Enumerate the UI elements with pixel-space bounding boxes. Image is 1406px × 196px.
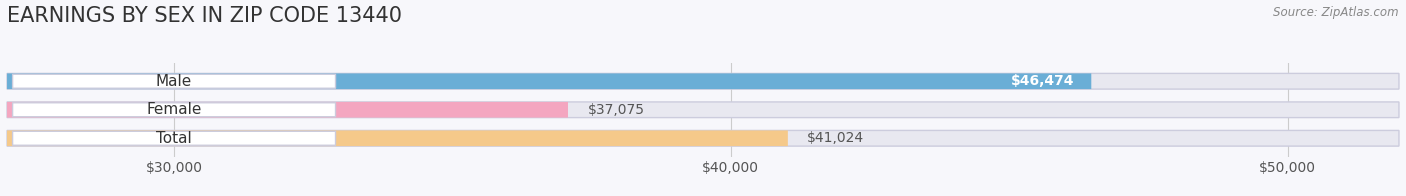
FancyBboxPatch shape (7, 102, 568, 118)
FancyBboxPatch shape (13, 74, 336, 88)
Text: Female: Female (146, 102, 201, 117)
FancyBboxPatch shape (13, 103, 336, 117)
FancyBboxPatch shape (7, 130, 1399, 146)
FancyBboxPatch shape (7, 102, 1399, 118)
Text: EARNINGS BY SEX IN ZIP CODE 13440: EARNINGS BY SEX IN ZIP CODE 13440 (7, 6, 402, 26)
FancyBboxPatch shape (13, 131, 336, 145)
Text: $41,024: $41,024 (807, 131, 865, 145)
FancyBboxPatch shape (7, 74, 1091, 89)
Text: Total: Total (156, 131, 193, 146)
Text: Male: Male (156, 74, 193, 89)
FancyBboxPatch shape (7, 130, 787, 146)
Text: Source: ZipAtlas.com: Source: ZipAtlas.com (1274, 6, 1399, 19)
Text: $37,075: $37,075 (588, 103, 644, 117)
Text: $46,474: $46,474 (1011, 74, 1074, 88)
FancyBboxPatch shape (7, 74, 1399, 89)
